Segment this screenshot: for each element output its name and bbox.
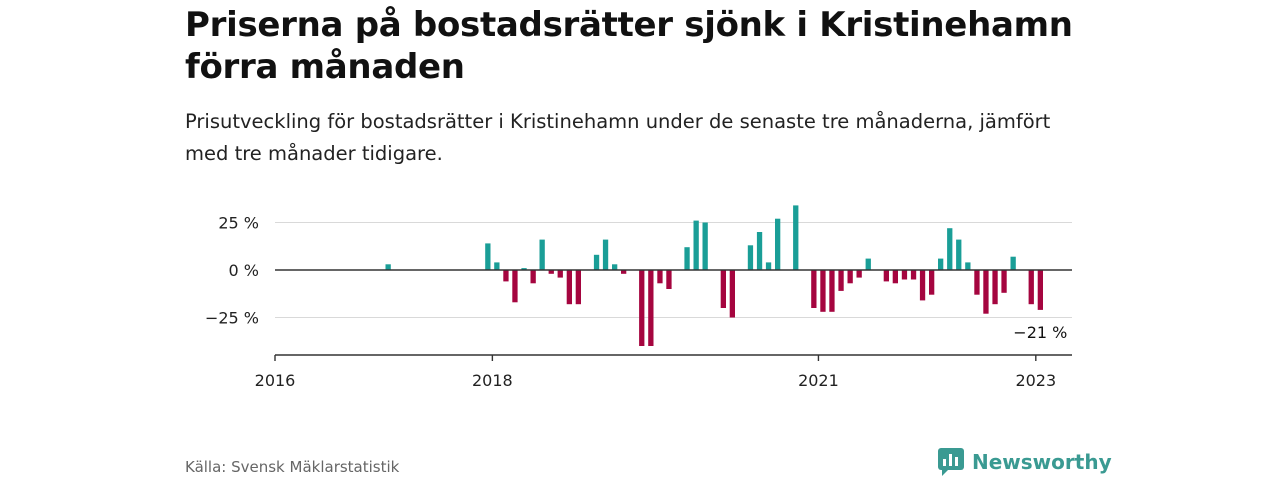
bar: [838, 270, 844, 291]
bar: [548, 270, 554, 274]
bar: [702, 222, 708, 270]
bar: [910, 270, 917, 280]
brand-logo: Newsworthy: [938, 448, 1112, 476]
bar: [612, 264, 618, 270]
bar: [938, 258, 944, 270]
bar: [494, 262, 500, 270]
x-tick-label: 2016: [255, 371, 296, 390]
bar: [775, 218, 781, 270]
bar: [793, 205, 799, 270]
source-note: Källa: Svensk Mäklarstatistik: [185, 458, 400, 476]
y-tick-label: 0 %: [229, 261, 259, 280]
bar: [566, 270, 572, 305]
bar: [530, 270, 536, 284]
bar: [892, 270, 898, 284]
bar: [765, 262, 772, 270]
bar: [657, 270, 663, 284]
bar: [1001, 270, 1007, 293]
y-tick-label: 25 %: [218, 214, 259, 233]
bar: [947, 228, 953, 270]
x-tick-label: 2018: [472, 371, 513, 390]
bar: [666, 270, 672, 289]
bar: [621, 270, 627, 274]
bar: [883, 270, 889, 282]
bar: [820, 270, 826, 312]
bar: [847, 270, 853, 284]
bar: [503, 270, 509, 282]
header: Priserna på bostadsrätter sjönk i Kristi…: [185, 0, 1095, 170]
bar: [720, 270, 726, 308]
bar: [747, 245, 754, 270]
bar: [929, 270, 935, 295]
bar: [919, 270, 926, 301]
chart-title: Priserna på bostadsrätter sjönk i Kristi…: [185, 5, 1073, 87]
bar: [557, 270, 563, 278]
bar: [756, 232, 763, 270]
bar: [1010, 256, 1016, 270]
bar: [865, 258, 871, 270]
bar: [385, 264, 391, 270]
brand-name: Newsworthy: [972, 450, 1112, 474]
bar: [901, 270, 908, 280]
bar: [983, 270, 989, 314]
bar: [829, 270, 835, 312]
bar: [512, 270, 518, 303]
bar: [1028, 270, 1034, 305]
bar-chart: 25 % 0 % −25 % 2016 2018 2021 2023 −21 %: [205, 205, 1072, 390]
last-value-label: −21 %: [1013, 323, 1067, 342]
bar: [811, 270, 817, 308]
bar: [856, 270, 862, 278]
bar: [485, 243, 491, 270]
bar: [974, 270, 980, 295]
bar: [575, 270, 581, 305]
bar: [729, 270, 735, 318]
bar: [684, 247, 690, 270]
bar: [1037, 270, 1043, 310]
bar: [956, 239, 962, 270]
bar: [648, 270, 654, 346]
bar: [693, 220, 699, 270]
chart-subtitle: Prisutveckling för bostadsrätter i Krist…: [185, 110, 1051, 165]
x-tick-label: 2023: [1015, 371, 1056, 390]
bar: [539, 239, 545, 270]
bar: [593, 254, 600, 270]
bar-chart-logo-icon: [938, 448, 964, 476]
bar: [521, 268, 527, 270]
bar: [992, 270, 998, 305]
x-tick-label: 2021: [798, 371, 839, 390]
bar: [965, 262, 971, 270]
y-tick-label: −25 %: [205, 309, 259, 328]
bar: [639, 270, 645, 346]
bar: [602, 239, 609, 270]
